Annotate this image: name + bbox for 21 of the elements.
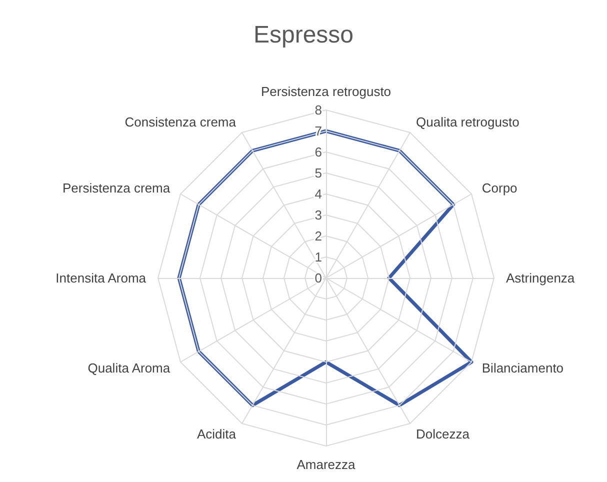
y-tick-label: 3: [314, 208, 322, 222]
spoke-label: Bilanciamento: [482, 360, 564, 376]
spoke-label: Corpo: [482, 180, 518, 196]
spoke-label: Amarezza: [296, 457, 356, 472]
spoke-label: Intensita Aroma: [56, 270, 147, 286]
spoke-label: Persistenza crema: [62, 180, 171, 196]
spoke-label: Acidita: [196, 426, 237, 442]
y-tick-label: 8: [314, 102, 322, 118]
spoke-label: Qualita retrogusto: [416, 114, 520, 130]
spoke-label: Astringenza: [506, 270, 576, 286]
y-tick-label: 4: [314, 186, 322, 202]
y-tick-label: 1: [314, 250, 322, 264]
y-tick-label: 5: [314, 166, 322, 180]
chart-title: Espresso: [253, 22, 354, 48]
y-tick-label: 2: [314, 228, 322, 244]
y-tick-label: 6: [314, 144, 322, 160]
spoke-label: Qualita Aroma: [88, 360, 171, 376]
spoke-label: Dolcezza: [416, 426, 470, 442]
spoke-label: Consistenza crema: [124, 114, 237, 130]
spoke-label: Persistenza retrogusto: [260, 84, 392, 99]
y-tick-label: 0: [314, 270, 322, 286]
